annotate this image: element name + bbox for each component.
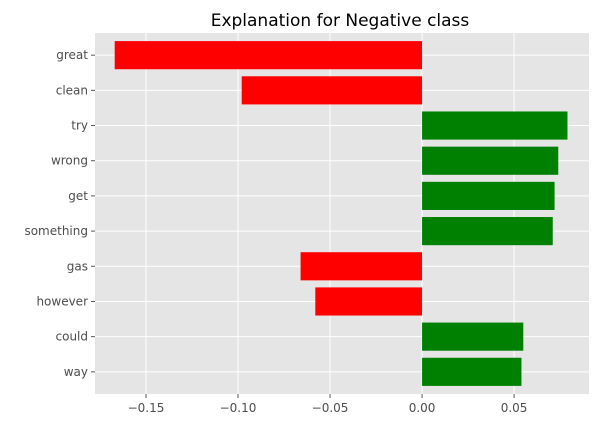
y-tick-label: way (64, 365, 88, 379)
bar-wrong (422, 146, 559, 175)
y-tick-label: wrong (51, 154, 88, 168)
bar-gas (300, 252, 423, 281)
y-tick-label: something (24, 224, 88, 238)
bar-clean (241, 76, 423, 105)
y-tick-label: could (56, 330, 89, 344)
y-tick-label: however (36, 294, 88, 308)
bar-could (422, 322, 524, 351)
y-tick-label: get (68, 189, 88, 203)
chart-title: Explanation for Negative class (211, 11, 470, 31)
y-tick-label: clean (56, 83, 88, 97)
x-tick-label: −0.05 (312, 401, 349, 415)
x-tick-label: −0.15 (128, 401, 165, 415)
x-tick-label: −0.10 (220, 401, 257, 415)
y-tick-label: gas (67, 259, 88, 273)
bar-way (422, 357, 522, 386)
bar-however (315, 287, 423, 316)
y-axis-ticks: great clean try wrong get something gas however… (24, 48, 95, 379)
bar-try (422, 111, 568, 140)
x-tick-label: 0.00 (409, 401, 436, 415)
bar-something (422, 217, 553, 246)
y-tick-label: try (71, 119, 88, 133)
x-tick-label: 0.05 (501, 401, 528, 415)
y-tick-label: great (56, 48, 88, 62)
bar-get (422, 181, 555, 210)
x-axis-ticks: −0.15 −0.10 −0.05 0.00 0.05 (128, 394, 528, 415)
bar-great (114, 41, 423, 70)
bars (114, 41, 568, 386)
